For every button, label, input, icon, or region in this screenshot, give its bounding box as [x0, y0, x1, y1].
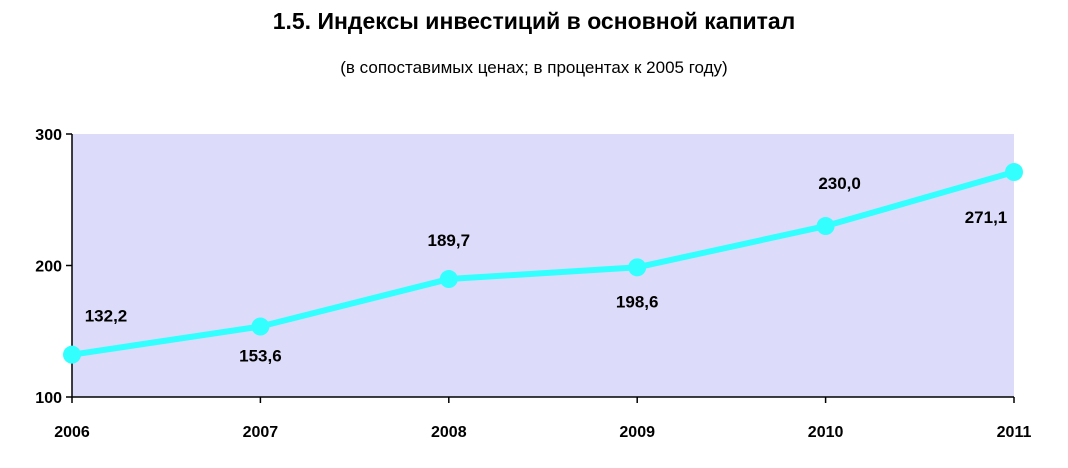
x-tick-label: 2010 [808, 424, 844, 441]
data-point [251, 317, 270, 336]
series-line [71, 169, 1015, 358]
data-label: 189,7 [428, 231, 471, 250]
y-tick-label: 100 [35, 390, 62, 407]
data-points [63, 163, 1023, 364]
data-label: 271,1 [965, 208, 1008, 227]
x-tick-label: 2006 [54, 424, 90, 441]
y-tick-label: 200 [35, 259, 62, 276]
plot-area [72, 134, 1014, 397]
x-tick-label: 2011 [997, 424, 1032, 441]
data-point [816, 217, 835, 236]
x-tick-label: 2009 [619, 424, 655, 441]
chart-title: 1.5. Индексы инвестиций в основной капит… [272, 8, 796, 34]
data-labels: 132,2 153,6 189,7 198,6 230,0 271,1 [85, 174, 1008, 365]
y-axis-ticks: 100 200 300 [35, 127, 72, 407]
data-label: 153,6 [239, 347, 282, 366]
chart-subtitle: (в сопоставимых ценах; в процентах к 200… [340, 58, 728, 77]
x-axis-ticks: 2006 2007 2008 2009 2010 2011 [54, 397, 1031, 441]
data-point [63, 345, 81, 364]
x-tick-label: 2008 [431, 424, 467, 441]
data-label: 198,6 [616, 292, 659, 311]
data-point [628, 258, 647, 277]
y-tick-label: 300 [35, 127, 62, 144]
data-label: 230,0 [818, 174, 861, 193]
data-point [1005, 163, 1023, 182]
x-tick-label: 2007 [243, 424, 279, 441]
data-label: 132,2 [85, 307, 128, 326]
data-point [439, 270, 458, 289]
